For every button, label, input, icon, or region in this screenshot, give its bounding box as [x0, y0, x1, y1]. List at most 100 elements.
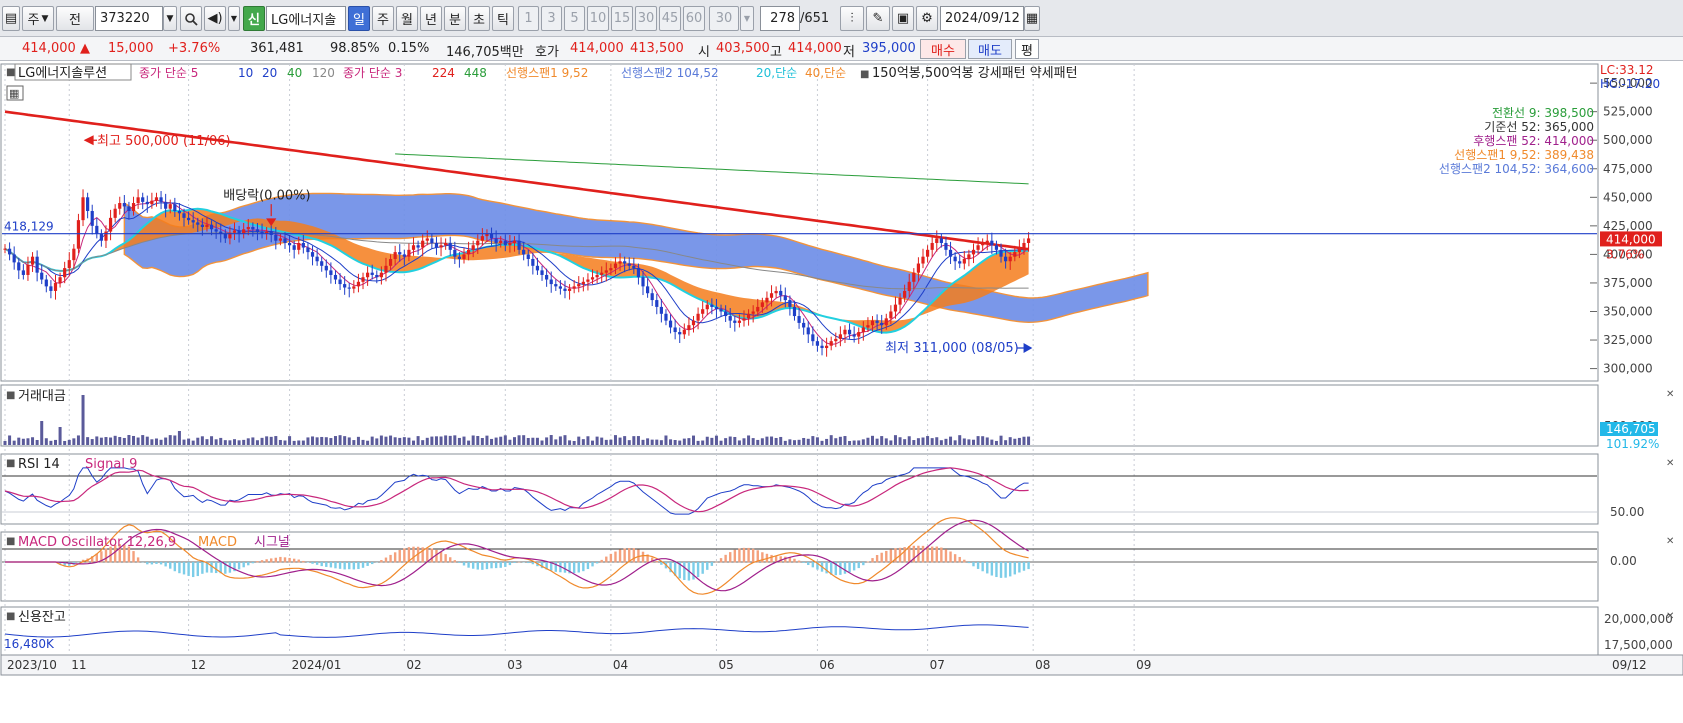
volume-bar — [288, 436, 292, 445]
macd-histogram-bar — [1004, 562, 1007, 578]
credit-panel-close-icon[interactable]: ✕ — [1666, 611, 1674, 622]
quote-price: 414,000 — [22, 41, 76, 56]
candle-body — [200, 224, 204, 227]
dividend-arrow-icon — [266, 204, 277, 227]
candle-body — [627, 263, 631, 266]
volume-bar — [416, 436, 420, 445]
macd-histogram-bar — [963, 559, 966, 563]
macd-histogram-bar — [605, 556, 608, 563]
credit-axis-label-bottom: 17,500,000 — [1604, 638, 1673, 652]
macd-panel-close-icon[interactable]: ✕ — [1666, 536, 1674, 547]
volume-bar — [985, 437, 989, 445]
candle-body — [999, 249, 1003, 257]
candle-body — [159, 197, 163, 202]
y-tick-label: 350,000 — [1603, 304, 1653, 318]
macd-histogram-bar — [660, 562, 663, 565]
macd-histogram-bar — [935, 546, 938, 563]
minute-3-button[interactable]: 3 — [541, 6, 562, 31]
draw-tool-icon[interactable]: ✎ — [866, 6, 890, 31]
candle-body — [476, 240, 480, 246]
minute-5-button[interactable]: 5 — [564, 6, 585, 31]
macd-histogram-bar — [866, 561, 870, 563]
minute-15-button[interactable]: 15 — [611, 6, 633, 31]
volume-bar — [967, 439, 971, 445]
low-arrow-icon — [1017, 342, 1033, 354]
period-week-button[interactable]: 주 — [372, 6, 394, 31]
volume-bar — [44, 438, 48, 445]
volume-bar — [531, 437, 535, 445]
minute-10-button[interactable]: 10 — [587, 6, 609, 31]
speaker-dropdown-icon[interactable]: ▼ — [228, 6, 240, 31]
candle-body — [274, 234, 278, 241]
candle-body — [1017, 247, 1021, 253]
minute-30-button[interactable]: 30 — [635, 6, 657, 31]
candle-body — [58, 277, 62, 283]
stock-name-field[interactable]: LG에너지솔 — [266, 6, 346, 31]
period-select[interactable]: 주 ▼ — [22, 6, 54, 31]
macd-histogram-bar — [779, 556, 782, 563]
candle-body — [994, 245, 999, 250]
volume-bar — [664, 435, 668, 445]
code-dropdown-icon[interactable]: ▼ — [163, 6, 177, 31]
candle-body — [760, 302, 764, 307]
volume-bar — [705, 436, 709, 445]
speaker-icon[interactable]: ◀) — [204, 6, 226, 31]
candle-body — [388, 258, 393, 266]
page-count-field[interactable]: 278 — [760, 6, 800, 31]
search-icon[interactable] — [180, 6, 202, 31]
candle-body — [572, 286, 576, 289]
period-year-button[interactable]: 년 — [420, 6, 442, 31]
gear-icon[interactable]: ⚙ — [916, 6, 938, 31]
date-field[interactable]: 2024/09/12 — [940, 6, 1024, 31]
macd-histogram-bar — [650, 557, 654, 563]
ichimoku-span1: 선행스팬1 9,52: 389,438 — [1454, 147, 1594, 162]
layout-icon[interactable]: ▤ — [2, 6, 20, 31]
volume-bar — [788, 439, 792, 445]
y-tick-label: 525,000 — [1603, 105, 1653, 119]
eval-button[interactable]: 평 — [1015, 39, 1039, 59]
volume-bar — [26, 438, 30, 445]
macd-histogram-bar — [889, 549, 893, 563]
volume-bar — [356, 436, 360, 445]
macd-histogram-bar — [632, 548, 636, 563]
period-month-button[interactable]: 월 — [396, 6, 418, 31]
candle-body — [329, 270, 333, 275]
volume-bar — [609, 439, 613, 445]
minute-select[interactable]: 30 — [709, 6, 739, 31]
macd-histogram-bar — [784, 556, 787, 563]
period-day-button[interactable]: 일 — [348, 6, 370, 31]
macd-histogram-bar — [219, 562, 222, 574]
minute-select-chevron-icon[interactable]: ▼ — [740, 6, 754, 31]
stock-chart[interactable]: 300,000 325,000 350,000 375,000 400,000 425,0… — [0, 62, 1683, 723]
save-icon[interactable]: ▣ — [892, 6, 914, 31]
candle-body — [485, 233, 489, 237]
candle-body — [375, 274, 379, 278]
jeon-button[interactable]: 전 — [56, 6, 94, 31]
period-minute-button[interactable]: 분 — [444, 6, 466, 31]
buy-button[interactable]: 매수 — [920, 39, 966, 59]
period-second-button[interactable]: 초 — [468, 6, 490, 31]
x-tick-label: 02 — [406, 658, 421, 672]
candle-type-icon[interactable]: ⫶ — [840, 6, 864, 31]
period-tick-button[interactable]: 틱 — [492, 6, 514, 31]
candle-body — [705, 304, 709, 310]
macd-histogram-bar — [325, 562, 328, 567]
volume-bar — [508, 439, 512, 445]
candle-body — [967, 254, 971, 259]
candle-body — [797, 316, 801, 323]
table-toggle-icon[interactable] — [6, 85, 24, 101]
macd-histogram-bar — [320, 562, 323, 567]
sin-badge[interactable]: 신 — [243, 6, 265, 31]
sell-button[interactable]: 매도 — [968, 39, 1012, 59]
rsi-panel-close-icon[interactable]: ✕ — [1666, 458, 1674, 469]
volume-bar — [926, 436, 930, 445]
volume-panel-close-icon[interactable]: ✕ — [1666, 389, 1674, 400]
candle-body — [944, 242, 948, 250]
minute-60-button[interactable]: 60 — [683, 6, 705, 31]
calendar-icon[interactable]: ▦ — [1024, 6, 1040, 31]
macd-histogram-bar — [412, 546, 415, 563]
candle-body — [613, 263, 618, 269]
code-input[interactable]: 373220 — [95, 6, 163, 31]
minute-1-button[interactable]: 1 — [518, 6, 539, 31]
minute-45-button[interactable]: 45 — [659, 6, 681, 31]
